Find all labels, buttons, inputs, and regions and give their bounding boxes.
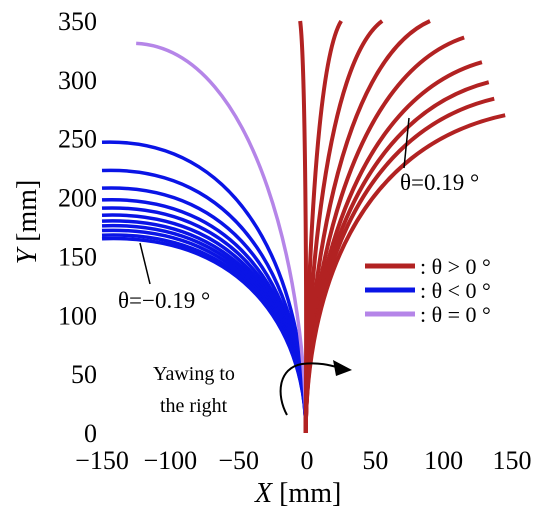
theta-pos-annotation: θ=0.19 ° — [400, 170, 479, 195]
theta-pos-leader-line — [403, 117, 410, 169]
yawing-annotation-line2: the right — [160, 395, 228, 417]
yaw-arrow-annotation — [279, 360, 352, 416]
x-axis-var: X — [254, 478, 273, 509]
x-tick-label: 150 — [493, 446, 532, 475]
series-line-theta-zero-9 — [136, 41, 308, 434]
x-tick-label: −150 — [75, 446, 129, 475]
x-tick-label: 100 — [424, 446, 463, 475]
legend-label-theta-pos: : θ > 0 ° — [420, 254, 491, 279]
y-tick-labels: 0 50 100 150 200 250 300 350 — [58, 7, 97, 448]
x-tick-labels: −150 −100 −50 0 50 100 150 — [75, 446, 531, 475]
y-tick-label: 200 — [58, 184, 97, 213]
yaw-arrow-curve — [279, 362, 341, 416]
legend-label-theta-neg: : θ < 0 ° — [420, 278, 491, 303]
y-tick-label: 0 — [84, 419, 97, 448]
y-tick-label: 250 — [58, 125, 97, 154]
y-tick-label: 350 — [58, 7, 97, 36]
y-tick-label: 100 — [58, 301, 97, 330]
yawing-annotation-line1: Yawing to — [153, 363, 235, 385]
legend: : θ > 0 ° : θ < 0 ° : θ = 0 ° — [365, 254, 491, 327]
y-axis-var: Y — [12, 245, 43, 264]
series-line-theta-pos-5 — [303, 60, 483, 434]
x-tick-label: −50 — [218, 446, 259, 475]
x-axis-unit: [mm] — [272, 478, 341, 509]
y-axis-label: Y [mm] — [12, 180, 43, 265]
yaw-arrow-head — [333, 360, 352, 376]
series-layer — [101, 19, 506, 434]
series-line-theta-pos-4 — [303, 35, 465, 434]
x-tick-label: −100 — [143, 446, 197, 475]
legend-label-theta-zero: : θ = 0 ° — [420, 302, 491, 327]
y-tick-label: 50 — [71, 360, 97, 389]
theta-neg-leader-line — [139, 242, 151, 285]
x-tick-label: 0 — [301, 446, 314, 475]
series-line-theta-pos-8 — [303, 113, 506, 434]
y-axis-unit: [mm] — [12, 180, 43, 249]
y-tick-label: 300 — [58, 66, 97, 95]
theta-neg-annotation: θ=−0.19 ° — [118, 288, 210, 313]
x-tick-label: 50 — [362, 446, 388, 475]
x-axis-label: X [mm] — [254, 478, 341, 509]
y-tick-label: 150 — [58, 242, 97, 271]
series-line-theta-neg-20 — [101, 237, 308, 434]
